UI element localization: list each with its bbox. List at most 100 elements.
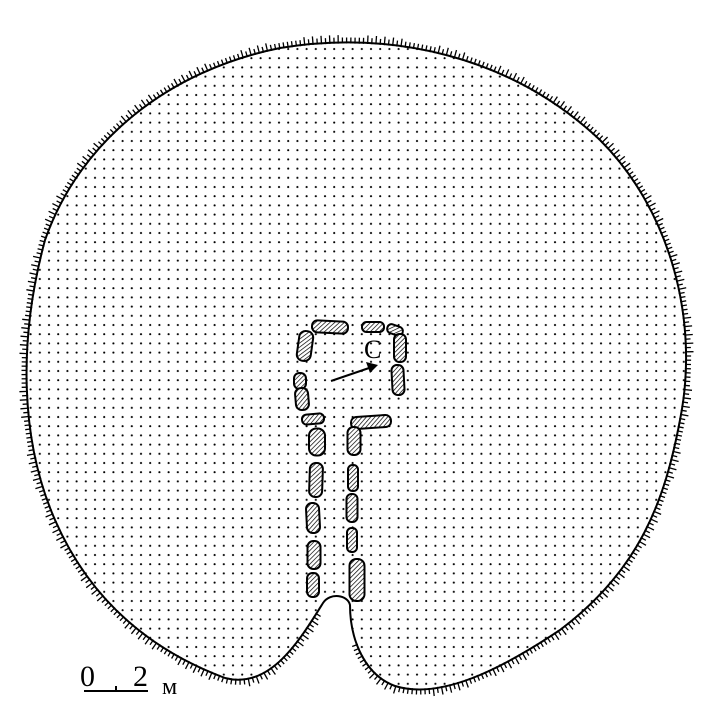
hachure-tick bbox=[673, 446, 680, 450]
hachure-tick bbox=[678, 291, 685, 295]
hachure-tick bbox=[672, 450, 681, 454]
hachure-tick bbox=[173, 78, 179, 87]
hachure-tick bbox=[603, 141, 610, 147]
passage-stone bbox=[308, 427, 326, 457]
hachure-tick bbox=[308, 623, 315, 628]
hachure-tick bbox=[678, 421, 685, 425]
hachure-tick bbox=[66, 550, 73, 555]
chamber-stone bbox=[390, 363, 406, 397]
hachure-tick bbox=[491, 667, 497, 677]
hachure-tick bbox=[307, 39, 310, 46]
hachure-tick bbox=[20, 335, 30, 338]
hachure-tick bbox=[682, 316, 692, 320]
hachure-tick bbox=[156, 644, 161, 650]
hachure-tick bbox=[160, 646, 165, 653]
hachure-tick bbox=[177, 657, 183, 666]
hachure-tick bbox=[671, 262, 680, 266]
hachure-tick bbox=[151, 641, 158, 650]
hachure-tick bbox=[440, 686, 444, 695]
hachure-tick bbox=[170, 82, 176, 89]
hachure-tick bbox=[75, 564, 82, 570]
hachure-tick bbox=[362, 662, 368, 667]
hachure-tick bbox=[353, 647, 360, 652]
hachure-tick bbox=[420, 44, 424, 51]
hachure-tick bbox=[653, 215, 660, 219]
hachure-tick bbox=[278, 42, 281, 50]
hachure-tick bbox=[639, 188, 646, 194]
hachure-tick bbox=[82, 155, 90, 163]
chamber-stone bbox=[293, 372, 307, 390]
hachure-tick bbox=[660, 490, 667, 495]
hachure-tick bbox=[488, 669, 492, 676]
hachure-tick bbox=[631, 551, 638, 556]
stone-setting bbox=[293, 319, 407, 602]
hachure-tick bbox=[416, 43, 420, 50]
hachure-tick bbox=[633, 547, 640, 553]
hachure-tick bbox=[546, 636, 551, 643]
hachure-tick bbox=[671, 454, 678, 458]
hachure-tick bbox=[436, 686, 439, 693]
hachure-tick bbox=[669, 253, 678, 258]
hachure-tick bbox=[629, 554, 636, 560]
hachure-tick bbox=[32, 477, 42, 482]
hachure-tick bbox=[598, 135, 604, 141]
hachure-tick bbox=[43, 227, 50, 231]
hachure-tick bbox=[657, 498, 664, 503]
hachure-tick bbox=[149, 639, 155, 646]
hachure-tick bbox=[25, 310, 32, 313]
hachure-tick bbox=[36, 252, 43, 255]
hachure-tick bbox=[402, 687, 405, 694]
hachure-tick bbox=[81, 160, 88, 166]
hachure-tick bbox=[437, 45, 441, 55]
hachure-tick bbox=[673, 270, 683, 274]
hachure-tick bbox=[681, 401, 689, 404]
hachure-tick bbox=[665, 474, 675, 479]
hachure-tick bbox=[609, 147, 616, 153]
hachure-tick bbox=[519, 76, 525, 85]
hachure-tick bbox=[80, 575, 89, 582]
hachure-tick bbox=[276, 661, 282, 668]
hachure-tick bbox=[677, 287, 687, 291]
hachure-tick bbox=[666, 246, 673, 250]
hachure-tick bbox=[209, 64, 213, 71]
hachure-tick bbox=[144, 637, 151, 645]
hachure-tick bbox=[441, 49, 445, 56]
chamber-stone bbox=[393, 333, 407, 363]
hachure-tick bbox=[106, 131, 112, 138]
hachure-tick bbox=[30, 277, 38, 280]
hachure-tick bbox=[476, 674, 481, 681]
hachure-tick bbox=[262, 671, 269, 680]
hachure-tick bbox=[38, 243, 45, 247]
hachure-tick bbox=[643, 195, 652, 201]
hachure-tick bbox=[512, 72, 518, 81]
chamber-stone bbox=[310, 319, 350, 335]
hachure-tick bbox=[625, 167, 632, 173]
hachure-tick bbox=[119, 615, 125, 622]
hachure-tick bbox=[525, 650, 530, 656]
hachure-tick bbox=[481, 61, 485, 68]
hachure-tick bbox=[682, 397, 692, 400]
hachure-tick bbox=[573, 617, 581, 625]
hachure-tick bbox=[663, 482, 670, 487]
hachure-tick bbox=[508, 73, 513, 80]
hachure-tick bbox=[389, 683, 393, 690]
hachure-tick bbox=[576, 614, 582, 620]
hachure-tick bbox=[603, 588, 610, 593]
hachure-tick bbox=[56, 535, 65, 541]
hachure-tick bbox=[28, 461, 38, 465]
hachure-tick bbox=[261, 46, 265, 53]
hachure-tick bbox=[188, 70, 194, 79]
hachure-tick bbox=[20, 407, 29, 410]
hachure-tick bbox=[448, 684, 453, 693]
hachure-tick bbox=[64, 547, 71, 552]
hachure-tick bbox=[432, 687, 435, 697]
hachure-tick bbox=[674, 442, 681, 446]
hachure-tick bbox=[545, 93, 550, 100]
hachure-tick bbox=[230, 678, 233, 685]
hachure-tick bbox=[156, 91, 161, 98]
hachure-tick bbox=[647, 521, 654, 526]
hachure-tick bbox=[24, 323, 31, 326]
hachure-tick bbox=[586, 605, 592, 612]
hachure-tick bbox=[383, 36, 386, 46]
